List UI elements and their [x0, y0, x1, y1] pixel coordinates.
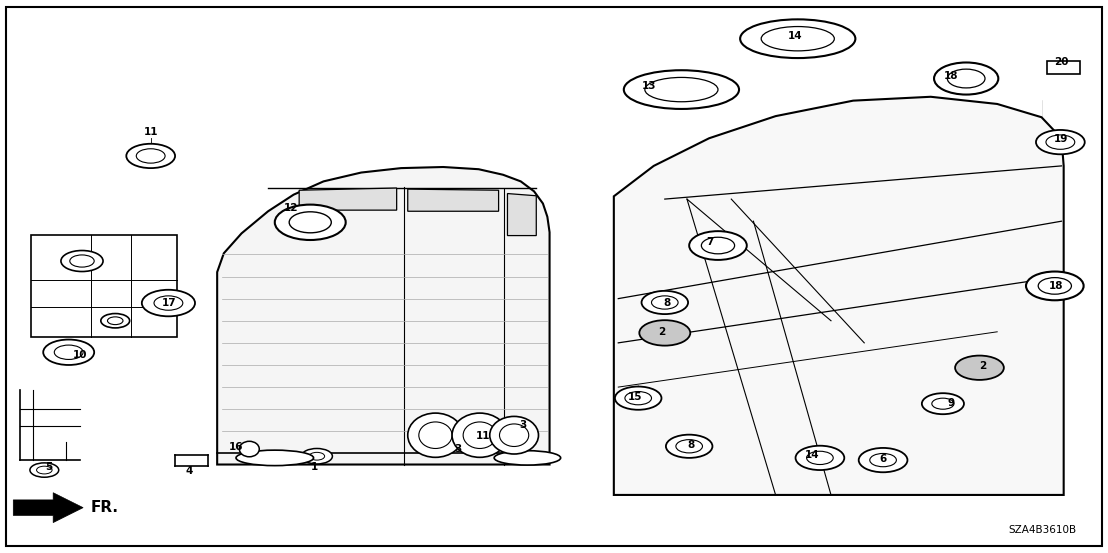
Text: 18: 18: [943, 71, 958, 81]
Ellipse shape: [740, 19, 855, 58]
Text: 3: 3: [454, 444, 461, 454]
Polygon shape: [408, 189, 499, 211]
Circle shape: [309, 452, 325, 460]
Ellipse shape: [490, 416, 538, 454]
Circle shape: [642, 291, 688, 314]
Circle shape: [807, 451, 833, 465]
Text: 1: 1: [311, 462, 318, 472]
Ellipse shape: [239, 441, 259, 457]
Circle shape: [652, 296, 678, 309]
Text: 19: 19: [1055, 134, 1068, 144]
Circle shape: [142, 290, 195, 316]
Circle shape: [126, 144, 175, 168]
Circle shape: [955, 356, 1004, 380]
Ellipse shape: [463, 422, 496, 448]
Text: 2: 2: [979, 361, 986, 371]
Ellipse shape: [761, 27, 834, 51]
Circle shape: [934, 62, 998, 95]
Ellipse shape: [624, 70, 739, 109]
Text: 14: 14: [788, 31, 803, 41]
Circle shape: [54, 345, 83, 359]
Text: 7: 7: [707, 237, 714, 247]
Polygon shape: [507, 194, 536, 236]
Circle shape: [154, 296, 183, 310]
Ellipse shape: [419, 422, 452, 448]
Circle shape: [37, 466, 52, 474]
Circle shape: [70, 255, 94, 267]
Circle shape: [1046, 135, 1075, 149]
Polygon shape: [217, 167, 550, 465]
Circle shape: [676, 440, 702, 453]
Circle shape: [701, 237, 735, 254]
Circle shape: [922, 393, 964, 414]
Circle shape: [43, 340, 94, 365]
Polygon shape: [614, 97, 1064, 495]
Text: 10: 10: [72, 350, 88, 360]
Circle shape: [1038, 278, 1071, 294]
Circle shape: [932, 398, 954, 409]
Circle shape: [242, 445, 257, 453]
Text: 11: 11: [475, 431, 491, 441]
Text: 4: 4: [186, 466, 193, 476]
Polygon shape: [299, 188, 397, 210]
Circle shape: [870, 453, 896, 467]
Ellipse shape: [408, 413, 463, 457]
Text: 9: 9: [947, 398, 954, 408]
Text: 15: 15: [627, 392, 643, 402]
Circle shape: [136, 149, 165, 163]
Circle shape: [1036, 130, 1085, 154]
Text: SZA4B3610B: SZA4B3610B: [1009, 525, 1077, 535]
Circle shape: [30, 463, 59, 477]
Circle shape: [947, 69, 985, 88]
Text: 11: 11: [143, 127, 158, 137]
Circle shape: [689, 231, 747, 260]
Circle shape: [859, 448, 907, 472]
Circle shape: [301, 448, 332, 464]
Text: 5: 5: [45, 462, 52, 472]
FancyBboxPatch shape: [31, 235, 177, 337]
Ellipse shape: [452, 413, 507, 457]
Text: 20: 20: [1054, 57, 1069, 67]
Circle shape: [275, 205, 346, 240]
Circle shape: [615, 387, 661, 410]
Ellipse shape: [500, 424, 529, 446]
Circle shape: [107, 317, 123, 325]
Circle shape: [625, 392, 652, 405]
Ellipse shape: [236, 450, 314, 466]
Text: 2: 2: [658, 327, 665, 337]
Circle shape: [1026, 272, 1084, 300]
Circle shape: [101, 314, 130, 328]
Text: 14: 14: [804, 450, 820, 460]
Circle shape: [639, 320, 690, 346]
Text: 13: 13: [642, 81, 657, 91]
Text: 18: 18: [1048, 281, 1064, 291]
Text: 8: 8: [664, 298, 670, 308]
Text: 12: 12: [284, 203, 299, 213]
Ellipse shape: [494, 451, 561, 465]
Circle shape: [289, 212, 331, 233]
Circle shape: [666, 435, 712, 458]
Text: 3: 3: [520, 420, 526, 430]
Ellipse shape: [645, 77, 718, 102]
Text: 6: 6: [880, 454, 886, 464]
Text: 8: 8: [688, 440, 695, 450]
Circle shape: [796, 446, 844, 470]
Polygon shape: [13, 493, 83, 523]
Text: 16: 16: [228, 442, 244, 452]
Circle shape: [61, 251, 103, 272]
Text: 17: 17: [162, 298, 177, 308]
Text: FR.: FR.: [91, 500, 119, 515]
FancyBboxPatch shape: [1047, 61, 1080, 74]
